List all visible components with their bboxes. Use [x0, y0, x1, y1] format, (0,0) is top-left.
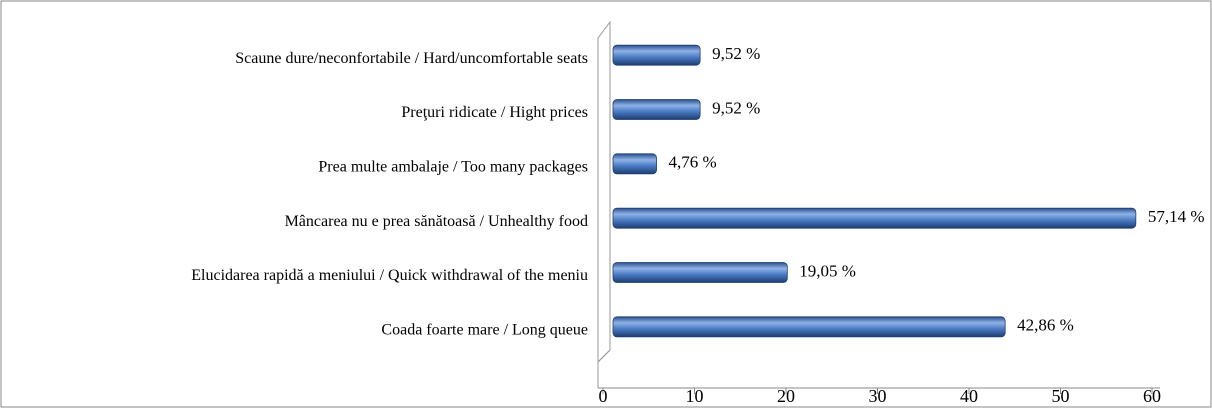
- value-label: 19,05 %: [799, 261, 856, 280]
- category-label: Elucidarea rapidă a meniului / Quick wit…: [191, 267, 588, 284]
- bar: [612, 153, 657, 175]
- value-label: 4,76 %: [669, 153, 717, 172]
- x-tick-label: 60: [1143, 386, 1161, 406]
- x-tick-label: 20: [777, 386, 795, 406]
- x-tick-label: 40: [960, 386, 978, 406]
- bar: [612, 207, 1137, 229]
- value-label: 9,52 %: [712, 98, 760, 117]
- value-label: 57,14 %: [1148, 207, 1205, 226]
- bar: [612, 262, 788, 283]
- bar: [612, 99, 701, 120]
- floor-edge: [597, 349, 611, 363]
- value-label: 9,52 %: [712, 44, 760, 63]
- category-label: Scaune dure/neconfortabile / Hard/uncomf…: [235, 50, 588, 67]
- category-label: Coada foarte mare / Long queue: [381, 322, 588, 339]
- category-label: Prea multe ambalaje / Too many packages: [318, 159, 588, 176]
- x-tick-label: 10: [686, 386, 704, 406]
- bar: [612, 316, 1006, 338]
- value-label: 42,86 %: [1017, 316, 1074, 335]
- wall: [597, 20, 611, 364]
- bar: [612, 44, 701, 66]
- category-label: Preţuri ridicate / Hight prices: [401, 104, 588, 121]
- x-tick-label: 0: [599, 386, 608, 406]
- category-label: Mâncarea nu e prea sănătoasă / Unhealthy…: [285, 213, 588, 230]
- x-tick-label: 30: [869, 386, 887, 406]
- x-tick-label: 50: [1052, 386, 1070, 406]
